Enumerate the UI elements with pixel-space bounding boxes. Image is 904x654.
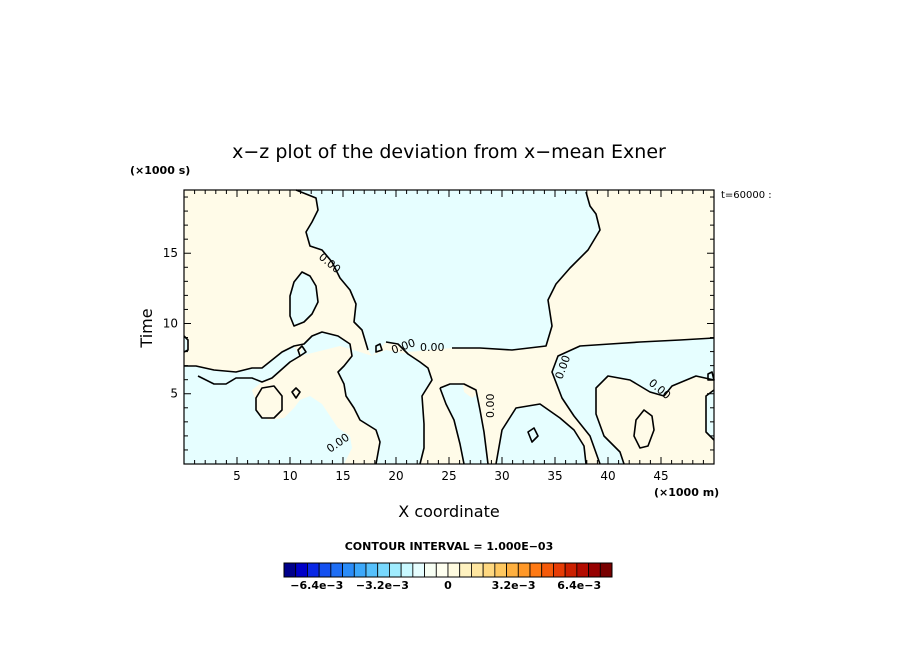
contour-line-center <box>385 341 433 465</box>
colorbar-swatch <box>541 562 554 578</box>
colorbar-tick-label: 3.2e−3 <box>492 579 536 592</box>
negative-region-upper-left <box>290 272 318 326</box>
negative-region-lower-right <box>496 404 586 464</box>
x-tick-label: 20 <box>388 469 403 483</box>
x-tick-label: 30 <box>494 469 509 483</box>
colorbar-frame <box>283 562 613 578</box>
negative-region-lower-mid <box>440 384 488 464</box>
x-axis-title: X coordinate <box>398 502 499 521</box>
colorbar-swatch <box>459 562 472 578</box>
colorbar <box>283 562 613 578</box>
colorbar-swatch <box>506 562 519 578</box>
y-tick-label: 10 <box>163 316 178 330</box>
colorbar-tick-label: 0 <box>444 579 452 592</box>
contour-line-island-1 <box>255 385 283 419</box>
colorbar-swatch <box>377 562 390 578</box>
negative-region-far-right <box>706 390 714 440</box>
contour-line-right <box>551 337 715 465</box>
contour-line-small-2 <box>375 343 383 353</box>
x-tick-label: 35 <box>547 469 562 483</box>
colorbar-swatch <box>389 562 402 578</box>
contour-label: 0.00 <box>420 341 445 354</box>
colorbar-swatch <box>330 562 343 578</box>
colorbar-tick-label: 6.4e−3 <box>557 579 601 592</box>
x-tick-label: 5 <box>233 469 241 483</box>
colorbar-swatch <box>529 562 543 578</box>
plot-area: 0.00 0.00 0.00 0.00 0.00 0.00 0.00 <box>183 189 715 465</box>
contour-line-island-2 <box>633 409 655 449</box>
negative-region-main <box>296 190 600 356</box>
colorbar-swatch <box>307 562 320 578</box>
colorbar-swatch <box>482 562 496 578</box>
colorbar-swatch <box>553 562 566 578</box>
contour-interval-label: CONTOUR INTERVAL = 1.000E−03 <box>345 540 554 553</box>
colorbar-swatch <box>283 562 297 578</box>
y-tick-label: 5 <box>170 387 178 401</box>
x-axis: 5 10 15 20 25 30 35 40 45 <box>194 190 704 483</box>
colorbar-swatch <box>588 562 601 578</box>
contour-line-island-3 <box>291 387 301 399</box>
x-tick-label: 40 <box>600 469 615 483</box>
contour-line-small-1 <box>297 345 307 357</box>
x-tick-label: 10 <box>282 469 297 483</box>
colorbar-swatch <box>424 562 437 578</box>
y-tick-label: 15 <box>163 246 178 260</box>
chart-title: x−z plot of the deviation from x−mean Ex… <box>232 141 666 163</box>
contour-label: 0.00 <box>484 394 497 419</box>
colorbar-swatch <box>447 562 461 578</box>
colorbar-swatch <box>494 562 507 578</box>
y-unit-label: (×1000 s) <box>130 164 190 177</box>
x-unit-label: (×1000 m) <box>654 486 719 499</box>
contour-line-left-lower <box>197 355 301 385</box>
colorbar-swatch <box>564 562 578 578</box>
colorbar-swatch <box>342 562 355 578</box>
time-label: t=60000 : <box>721 190 772 201</box>
colorbar-swatch <box>318 562 332 578</box>
contour-line-left <box>184 331 381 465</box>
negative-region-right <box>552 338 714 464</box>
colorbar-tick-label: −6.4e−3 <box>290 579 343 592</box>
contour-line-lower-right <box>495 403 587 465</box>
x-tick-label: 25 <box>441 469 456 483</box>
colorbar-swatch <box>471 562 484 578</box>
x-tick-label: 15 <box>335 469 350 483</box>
contour-line-main <box>295 189 369 351</box>
contour-line-main-right <box>452 191 601 351</box>
negative-region-center <box>300 332 432 464</box>
contour-line-small-4 <box>527 427 539 443</box>
colorbar-labels: −6.4e−3 −3.2e−3 0 3.2e−3 6.4e−3 <box>290 579 601 592</box>
colorbar-swatch <box>365 562 379 578</box>
contour-line-upper-left <box>289 271 319 327</box>
colorbar-swatch <box>599 562 613 578</box>
colorbar-swatch <box>400 562 414 578</box>
positive-island-2 <box>634 410 654 448</box>
colorbar-swatch <box>435 562 449 578</box>
colorbar-swatch <box>353 562 367 578</box>
positive-island-1 <box>256 386 282 418</box>
colorbar-tick-label: −3.2e−3 <box>356 579 409 592</box>
colorbar-swatch <box>412 562 425 578</box>
colorbar-swatch <box>295 562 308 578</box>
colorbar-swatch <box>517 562 531 578</box>
contour-line-lower-mid-2 <box>439 387 465 465</box>
colorbar-swatch <box>576 562 589 578</box>
contour-line-right-2 <box>595 375 715 465</box>
contour-line-lower-mid <box>439 383 489 465</box>
x-tick-label: 45 <box>653 469 668 483</box>
y-axis: 5 10 15 <box>163 196 714 451</box>
y-axis-title: Time <box>137 308 156 348</box>
negative-region-left-lobe <box>184 346 352 464</box>
